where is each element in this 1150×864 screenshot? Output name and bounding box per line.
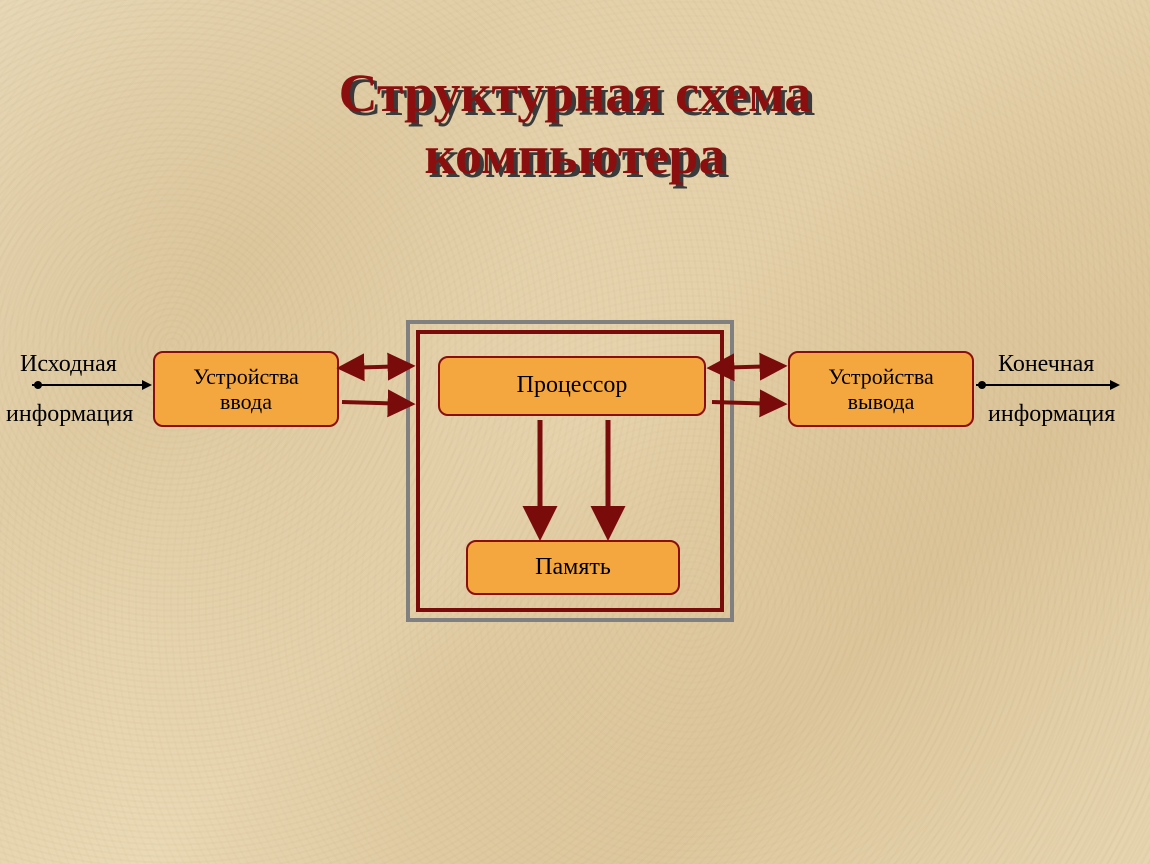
node-label: Устройства вывода: [828, 364, 934, 415]
node-label: Память: [535, 554, 611, 582]
diagram-canvas: Устройства ввода Процессор Память Устрой…: [0, 0, 1150, 864]
node-input-devices: Устройства ввода: [153, 351, 339, 427]
label-source-info-2: информация: [6, 398, 133, 432]
label-output-info-1: Конечная: [998, 348, 1094, 382]
node-output-devices: Устройства вывода: [788, 351, 974, 427]
node-label: Устройства ввода: [193, 364, 299, 415]
label-output-info-2: информация: [988, 398, 1115, 432]
node-processor: Процессор: [438, 356, 706, 416]
node-label: Процессор: [517, 372, 628, 400]
label-source-info-1: Исходная: [20, 348, 117, 382]
node-memory: Память: [466, 540, 680, 595]
